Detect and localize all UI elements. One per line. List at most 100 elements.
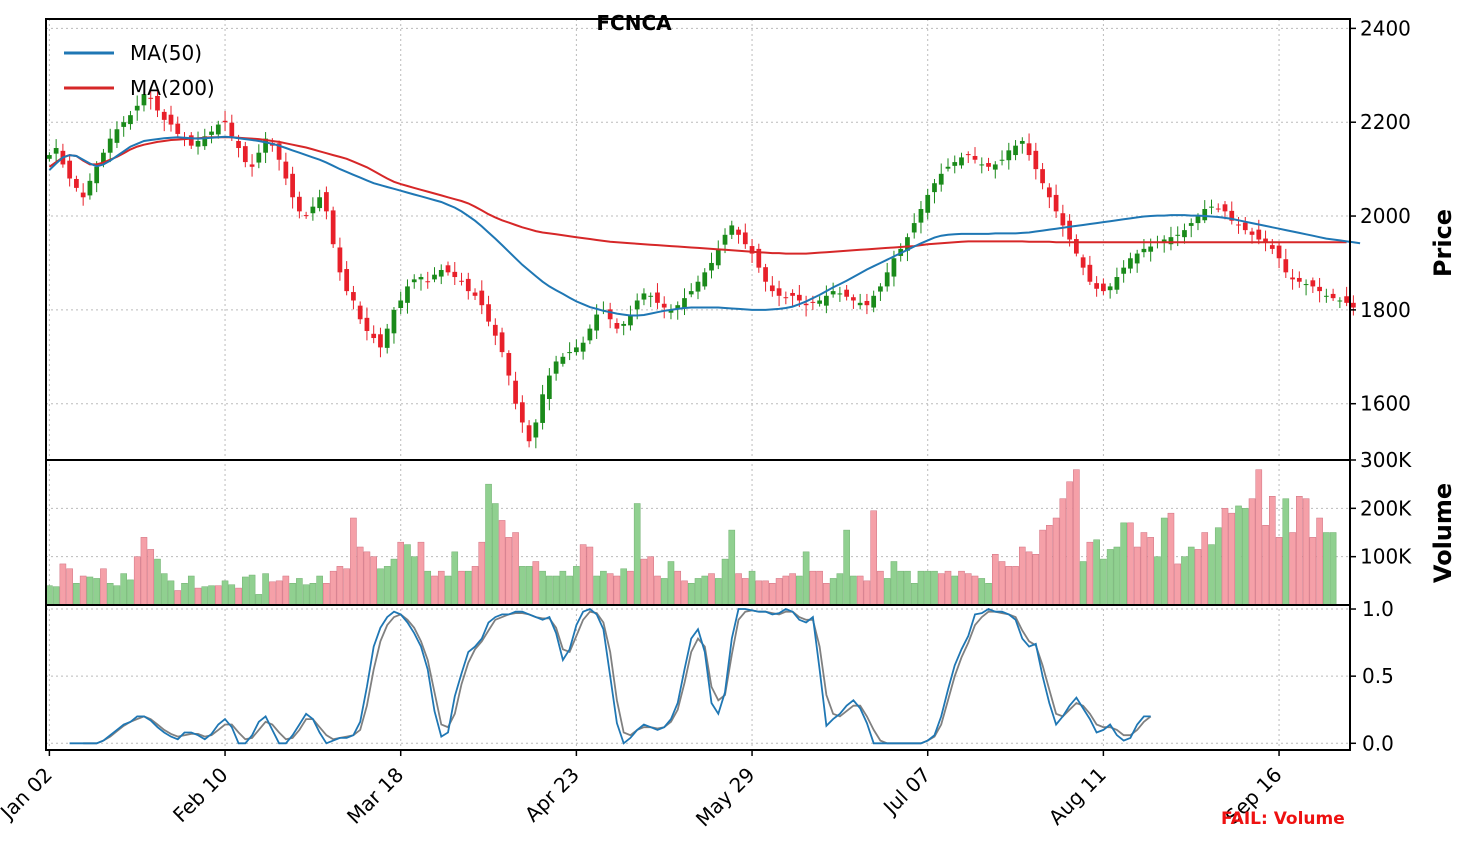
price-tick-label: 2000 xyxy=(1360,204,1411,228)
volume-bar xyxy=(214,585,222,606)
volume-bar xyxy=(73,583,80,606)
volume-bar xyxy=(796,575,803,606)
volume-bar xyxy=(478,541,486,606)
volume-bar xyxy=(519,566,526,606)
volume-bar xyxy=(1235,505,1242,606)
volume-bar xyxy=(1208,544,1215,606)
volume-bar xyxy=(302,584,310,606)
volume-bar xyxy=(789,573,796,606)
volume-bar xyxy=(1147,537,1154,606)
volume-bar xyxy=(998,561,1006,606)
volume-bar xyxy=(147,549,155,606)
volume-bar xyxy=(1167,512,1175,606)
candle-body xyxy=(1128,258,1133,269)
candle-body xyxy=(1236,224,1241,226)
candle-body xyxy=(405,286,410,303)
candle-body xyxy=(1013,145,1018,156)
volume-bar xyxy=(66,568,73,606)
candle-body xyxy=(796,294,802,301)
volume-bar xyxy=(106,583,114,606)
volume-bar xyxy=(1201,532,1209,606)
volume-bar xyxy=(444,575,452,606)
candle-body xyxy=(465,278,471,292)
volume-bar xyxy=(1160,517,1168,606)
candle-body xyxy=(830,291,836,295)
candle-body xyxy=(1317,286,1322,292)
candle-body xyxy=(851,297,856,301)
candle-body xyxy=(769,285,775,292)
volume-bar xyxy=(1282,498,1290,606)
volume-axis-label: Volume xyxy=(1429,483,1457,583)
candle-body xyxy=(1263,238,1268,242)
volume-bar xyxy=(1079,561,1087,606)
candle-body xyxy=(242,146,248,163)
candle-body xyxy=(959,157,964,166)
candle-body xyxy=(878,286,883,292)
candle-body xyxy=(87,180,93,196)
volume-bar xyxy=(404,544,411,606)
volume-bar xyxy=(1187,546,1195,606)
candle-body xyxy=(1344,296,1349,303)
candle-body xyxy=(1330,293,1336,299)
volume-bar xyxy=(654,575,661,606)
candle-body xyxy=(932,183,937,193)
candle-body xyxy=(533,422,539,438)
candle-body xyxy=(215,124,221,135)
candle-body xyxy=(567,352,572,354)
candle-body xyxy=(519,402,525,423)
candle-body xyxy=(344,269,350,292)
volume-bar xyxy=(1106,549,1114,606)
candle-body xyxy=(1161,239,1167,243)
candle-body xyxy=(364,317,370,331)
candle-body xyxy=(952,162,958,166)
volume-bar xyxy=(1012,566,1019,606)
candle-body xyxy=(1060,213,1066,226)
volume-bar xyxy=(877,570,884,606)
candle-body xyxy=(209,131,214,135)
volume-bar xyxy=(573,566,580,606)
volume-bar xyxy=(1174,563,1182,606)
candle-body xyxy=(641,293,647,300)
candle-body xyxy=(107,138,113,153)
candle-body xyxy=(803,303,809,306)
candle-body xyxy=(161,111,167,120)
volume-bar xyxy=(904,570,911,606)
volume-bar xyxy=(1100,558,1107,606)
candle-body xyxy=(884,272,890,287)
candle-body xyxy=(722,234,728,245)
candle-body xyxy=(709,262,714,271)
volume-bar xyxy=(485,483,492,606)
volume-bar xyxy=(1154,556,1161,606)
candle-body xyxy=(540,394,545,423)
candle-body xyxy=(1107,286,1113,291)
volume-bar xyxy=(971,575,979,606)
candle-body xyxy=(857,302,863,306)
candle-body xyxy=(499,332,505,353)
volume-bar xyxy=(1066,481,1073,606)
candle-body xyxy=(188,135,194,146)
candle-body xyxy=(1168,237,1174,245)
stoch-tick-label: 1.0 xyxy=(1362,597,1394,621)
volume-bar xyxy=(417,541,425,606)
candle-body xyxy=(94,166,100,184)
volume-bar xyxy=(579,544,587,606)
volume-bar xyxy=(262,573,269,606)
candle-body xyxy=(378,334,383,348)
candle-body xyxy=(776,288,782,296)
candle-body xyxy=(756,248,762,268)
candle-body xyxy=(1269,245,1275,249)
candle-body xyxy=(986,163,991,167)
volume-bar xyxy=(593,575,600,606)
volume-bar xyxy=(296,578,303,606)
volume-bar xyxy=(856,575,864,606)
candle-body xyxy=(80,192,86,198)
volume-bar xyxy=(167,580,175,606)
price-tick-label: 1800 xyxy=(1360,298,1411,322)
candle-body xyxy=(330,210,336,245)
candle-body xyxy=(141,94,147,106)
volume-bar xyxy=(552,575,560,606)
candle-body xyxy=(891,258,897,277)
volume-bar xyxy=(566,575,573,606)
candle-body xyxy=(1290,277,1295,280)
candle-body xyxy=(175,123,181,134)
